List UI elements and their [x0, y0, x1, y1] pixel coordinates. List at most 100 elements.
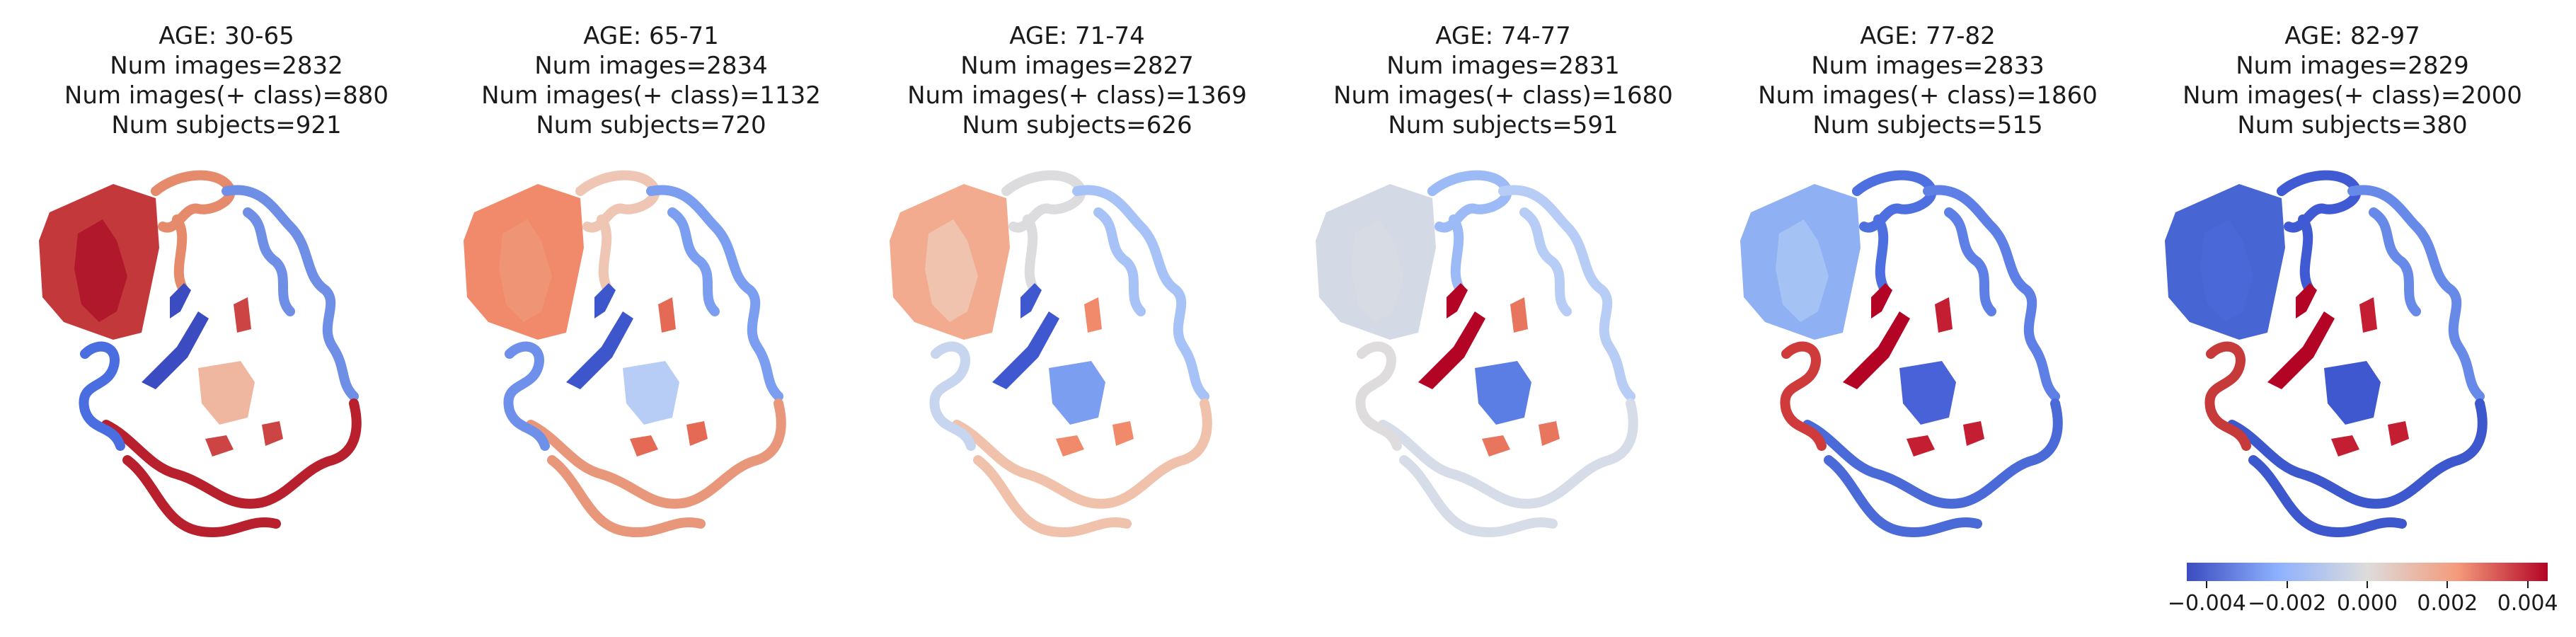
- brain-slice-image: [464, 170, 786, 538]
- ventral-region-2: [1112, 421, 1134, 446]
- panel-5: AGE: 77-82 Num images=2833 Num images(+ cl…: [1715, 0, 2140, 637]
- panel-2: AGE: 65-71 Num images=2834 Num images(+ cl…: [439, 0, 863, 637]
- cerebellum-inner: [2200, 219, 2253, 322]
- insula-strip: [2296, 283, 2317, 318]
- cortex-right-region: [2347, 185, 2485, 401]
- colorbar-tick-label: −0.002: [2248, 591, 2327, 616]
- cortex-top-region: [1001, 170, 1086, 233]
- cortex-top-region: [575, 170, 660, 233]
- panel-6: AGE: 82-97 Num images=2829 Num images(+ cl…: [2140, 0, 2565, 637]
- num-subjects-label: Num subjects=591: [1388, 111, 1618, 139]
- age-label: AGE: 82-97: [2284, 22, 2420, 50]
- insula-strip: [170, 283, 191, 318]
- colorbar-tick-mark: [2286, 581, 2288, 588]
- num-positive-images-label: Num images(+ class)=1860: [1758, 81, 2098, 110]
- colorbar-tick-label: 0.002: [2417, 591, 2478, 616]
- brain-slice-image: [39, 170, 362, 538]
- thalamus-region: [198, 361, 255, 425]
- num-images-label: Num images=2827: [960, 52, 1194, 80]
- cortex-left-region: [1780, 341, 1827, 451]
- brain-slice: [1312, 170, 1694, 566]
- colorbar-ticks: −0.004 −0.002 0.000 0.002 0.004: [2168, 581, 2558, 624]
- ventral-region: [630, 435, 658, 457]
- cortex-bottom-fold: [1824, 455, 1982, 538]
- cortex-right-region: [646, 185, 783, 401]
- brain-slice-image: [890, 170, 1212, 538]
- brain-slice: [2161, 170, 2543, 566]
- colorbar-tick-label: 0.004: [2497, 591, 2558, 616]
- brain-slice: [35, 170, 418, 566]
- cortex-top-region: [151, 170, 236, 233]
- brain-slice-image: [1316, 170, 1638, 538]
- panel-title: AGE: 74-77 Num images=2831 Num images(+ cl…: [1291, 21, 1715, 140]
- thalamus-region: [2324, 361, 2381, 425]
- ventral-region-3: [234, 297, 251, 333]
- age-label: AGE: 30-65: [159, 22, 294, 50]
- cerebellum-inner: [1776, 219, 1829, 322]
- cortex-bottom-region: [952, 398, 1212, 509]
- cortex-mid-fold: [2298, 214, 2315, 295]
- colorbar-tick-mark: [2367, 581, 2368, 588]
- num-images-label: Num images=2831: [1386, 52, 1620, 80]
- cortex-bottom-fold: [1399, 455, 1558, 538]
- cortex-bottom-region: [2227, 398, 2488, 509]
- cortex-mid-fold: [1023, 214, 1040, 295]
- panel-4: AGE: 74-77 Num images=2831 Num images(+ cl…: [1291, 0, 1715, 637]
- insula-region: [2267, 311, 2335, 389]
- cortex-right-region: [1498, 185, 1635, 401]
- insula-region: [992, 311, 1059, 389]
- cortex-right-region: [1923, 185, 2060, 401]
- insula-strip: [1871, 283, 1892, 318]
- insula-region: [1418, 311, 1485, 389]
- cortex-bottom-fold: [2248, 455, 2407, 538]
- cortex-top-region: [1852, 170, 1937, 233]
- insula-region: [566, 311, 633, 389]
- colorbar: [2187, 563, 2548, 581]
- brain-slice-image: [1740, 170, 2063, 538]
- panel-title: AGE: 65-71 Num images=2834 Num images(+ cl…: [439, 21, 863, 140]
- cortex-mid-fold: [1449, 214, 1466, 295]
- ventral-region: [1907, 435, 1935, 457]
- panel-title: AGE: 30-65 Num images=2832 Num images(+ cl…: [14, 21, 439, 140]
- age-label: AGE: 74-77: [1435, 22, 1571, 50]
- brain-slice-image: [2165, 170, 2488, 538]
- cortex-right-region: [1072, 185, 1209, 401]
- ventral-region-3: [1935, 297, 1953, 333]
- brain-slice: [1737, 170, 2119, 566]
- num-subjects-label: Num subjects=626: [962, 111, 1192, 139]
- panel-title: AGE: 71-74 Num images=2827 Num images(+ cl…: [865, 21, 1289, 140]
- num-subjects-label: Num subjects=720: [536, 111, 766, 139]
- ventral-region-3: [1510, 297, 1528, 333]
- cortex-bottom-region: [1378, 398, 1638, 509]
- num-positive-images-label: Num images(+ class)=1132: [481, 81, 821, 110]
- insula-region: [142, 311, 209, 389]
- thalamus-region: [1049, 361, 1105, 425]
- cortex-bottom-fold: [547, 455, 706, 538]
- age-label: AGE: 65-71: [583, 22, 719, 50]
- ventral-region-2: [1963, 421, 1984, 446]
- colorbar-tick-label: −0.004: [2167, 591, 2246, 616]
- ventral-region: [2331, 435, 2359, 457]
- panel-title: AGE: 82-97 Num images=2829 Num images(+ cl…: [2140, 21, 2565, 140]
- ventral-region-2: [262, 421, 283, 446]
- num-images-label: Num images=2833: [1811, 52, 2045, 80]
- ventral-region-2: [686, 421, 708, 446]
- cerebellum-inner: [74, 219, 127, 322]
- thalamus-region: [623, 361, 679, 425]
- cerebellum-inner: [1351, 219, 1404, 322]
- insula-strip: [1447, 283, 1468, 318]
- ventral-region: [1056, 435, 1084, 457]
- cortex-right-fold: [1519, 207, 1572, 316]
- cerebellum-inner: [925, 219, 978, 322]
- colorbar-tick-mark: [2206, 581, 2208, 588]
- num-images-label: Num images=2829: [2236, 52, 2469, 80]
- cortex-left-region: [1355, 341, 1402, 451]
- num-subjects-label: Num subjects=380: [2237, 111, 2468, 139]
- cortex-left-region: [2204, 341, 2251, 451]
- cortex-top-region: [1427, 170, 1512, 233]
- cortex-right-fold: [2369, 207, 2421, 316]
- colorbar-tick-mark: [2446, 581, 2449, 588]
- ventral-region-3: [1084, 297, 1102, 333]
- ventral-region-3: [658, 297, 676, 333]
- cortex-right-region: [222, 185, 359, 401]
